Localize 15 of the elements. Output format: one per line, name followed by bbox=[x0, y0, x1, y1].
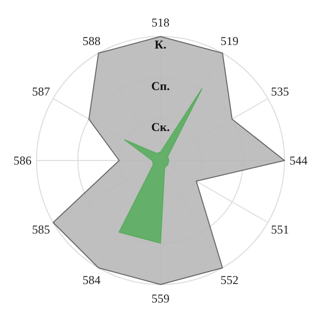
spoke-label: 586 bbox=[14, 154, 32, 168]
spoke-label: 585 bbox=[32, 222, 50, 236]
spoke-label: 551 bbox=[271, 222, 290, 236]
spoke-label: 584 bbox=[82, 273, 100, 288]
spoke-label: 588 bbox=[82, 34, 100, 48]
spoke-label: 518 bbox=[152, 16, 170, 30]
y-tick-label: Сп. bbox=[151, 78, 170, 93]
spoke-label: 559 bbox=[152, 292, 170, 306]
y-tick-label: К. bbox=[154, 38, 166, 52]
spoke-label: 544 bbox=[290, 154, 308, 168]
spoke-label: 587 bbox=[32, 84, 50, 98]
y-tick-label: Ск. bbox=[151, 120, 170, 134]
spoke-label: 552 bbox=[220, 273, 238, 288]
spoke-label: 519 bbox=[220, 34, 238, 48]
spoke-label: 535 bbox=[271, 84, 290, 98]
